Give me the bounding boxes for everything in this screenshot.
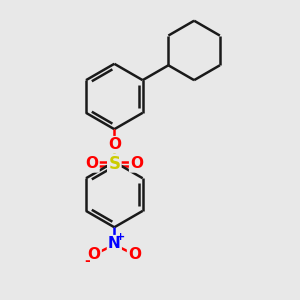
Text: O: O [128, 248, 141, 262]
Text: O: O [108, 137, 121, 152]
Text: -: - [85, 254, 91, 268]
Text: O: O [85, 157, 98, 172]
Text: O: O [130, 157, 143, 172]
Text: O: O [88, 248, 100, 262]
Text: +: + [116, 232, 125, 242]
Text: S: S [108, 155, 120, 173]
Text: N: N [108, 236, 121, 251]
